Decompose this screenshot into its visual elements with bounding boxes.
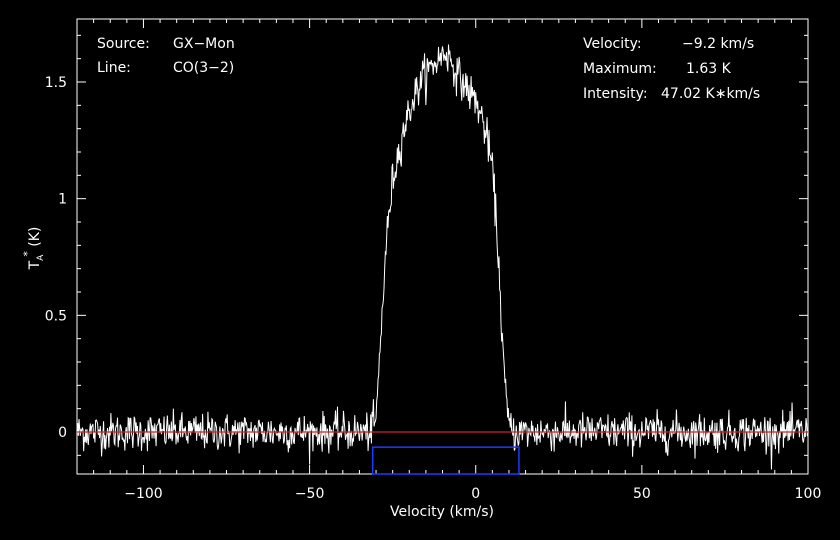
y-label-main: T	[27, 260, 43, 270]
x-tick-label: 50	[633, 486, 651, 502]
spectrum-series-line	[76, 44, 809, 470]
integration-window-box	[371, 446, 520, 475]
velocity-value: −9.2 km/s	[682, 36, 755, 52]
maximum-label: Maximum:	[583, 61, 657, 77]
x-axis-label: Velocity (km/s)	[390, 504, 494, 520]
y-label-unit: (K)	[27, 227, 43, 252]
x-tick-label: 0	[471, 486, 480, 502]
y-label-sup: *	[21, 251, 34, 257]
maximum-value: 1.63 K	[686, 61, 731, 77]
source-label: Source:	[97, 36, 150, 52]
line-value: CO(3−2)	[173, 60, 235, 76]
y-tick-label: 1.5	[45, 75, 67, 91]
y-tick-label: 0.5	[45, 308, 67, 324]
x-tick-label: −100	[124, 486, 162, 502]
source-value: GX−Mon	[173, 36, 235, 52]
y-tick-label: 0	[58, 425, 67, 441]
y-tick-label: 1	[58, 192, 67, 208]
intensity-label: Intensity:	[583, 86, 648, 102]
y-axis-label: TA* (K)	[21, 227, 46, 271]
svg-text:TA* (K): TA* (K)	[21, 227, 46, 271]
tick-labels: −100 −50 0 50 100 0 0.5 1 1.5	[45, 75, 822, 502]
velocity-label: Velocity:	[583, 36, 642, 52]
line-label: Line:	[97, 60, 131, 76]
x-tick-label: −50	[295, 486, 325, 502]
intensity-value: 47.02 K∗km/s	[661, 86, 761, 102]
y-label-sub: A	[36, 254, 46, 261]
x-tick-label: 100	[795, 486, 822, 502]
